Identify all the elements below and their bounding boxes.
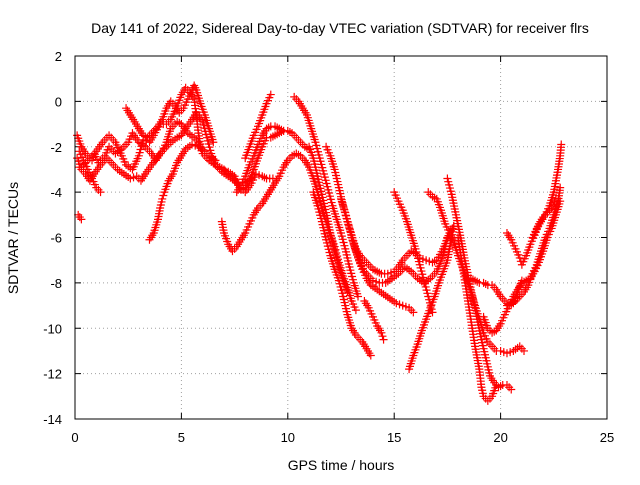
data-point (551, 194, 560, 203)
data-point (556, 183, 565, 192)
y-tick-label: -4 (50, 185, 62, 200)
y-tick-label: 0 (55, 94, 62, 109)
data-point (343, 287, 352, 296)
series-11 (217, 149, 360, 315)
y-tick-label: -14 (43, 412, 62, 427)
data-point (158, 194, 167, 203)
series-6 (122, 81, 218, 147)
y-tick-label: -8 (50, 276, 62, 291)
data-point (515, 253, 524, 262)
data-point (490, 327, 499, 336)
series-10 (241, 90, 275, 163)
x-tick-label: 20 (493, 430, 507, 445)
x-tick-label: 5 (178, 430, 185, 445)
series-9 (232, 122, 288, 197)
data-point (520, 346, 529, 355)
series-26 (502, 183, 565, 310)
series-20 (405, 222, 458, 374)
series-3 (75, 108, 256, 192)
x-axis-label: GPS time / hours (288, 457, 395, 473)
y-axis-label: SDTVAR / TECUs (5, 182, 21, 294)
series-8 (215, 126, 314, 194)
series-5 (74, 210, 86, 224)
data-point (294, 150, 303, 159)
data-point (481, 280, 490, 289)
data-point (378, 332, 387, 341)
data-point (285, 128, 294, 137)
series-22 (443, 174, 516, 394)
points-layer (73, 81, 566, 405)
series-28 (528, 140, 566, 242)
series-17 (347, 233, 452, 287)
data-point (211, 156, 220, 165)
x-tick-label: 15 (387, 430, 401, 445)
data-point (379, 335, 388, 344)
data-point (351, 306, 360, 315)
x-tick-label: 10 (281, 430, 295, 445)
y-tick-label: -10 (43, 321, 62, 336)
tick-layer: 0 5 10 15 20 25 -14 -12 -10 -8 -6 -4 -2 0 2 (43, 49, 614, 445)
data-point (557, 140, 566, 149)
y-tick-label: -6 (50, 231, 62, 246)
data-point (159, 191, 168, 200)
x-tick-label: 0 (71, 430, 78, 445)
series-14 (309, 188, 375, 360)
data-point (366, 351, 375, 360)
data-point (96, 188, 105, 197)
series-13 (305, 142, 352, 296)
data-point (264, 123, 273, 132)
x-tick-label: 25 (600, 430, 614, 445)
plot-frame (74, 55, 608, 420)
data-point (492, 380, 501, 389)
data-point (507, 385, 516, 394)
data-point (77, 215, 86, 224)
series-19 (390, 188, 437, 317)
data-point (354, 292, 363, 301)
data-point (377, 328, 386, 337)
data-point (209, 138, 218, 147)
data-point (239, 184, 248, 193)
y-tick-label: -2 (50, 140, 62, 155)
data-point (279, 126, 288, 135)
data-point (409, 308, 418, 317)
series-23 (454, 233, 501, 405)
data-point (175, 118, 184, 127)
series-4 (75, 147, 105, 197)
series-7 (145, 140, 220, 244)
chart-title: Day 141 of 2022, Sidereal Day-to-day VTE… (91, 20, 589, 36)
y-tick-label: -12 (43, 367, 62, 382)
y-tick-label: 2 (55, 49, 62, 64)
series-18 (360, 297, 388, 344)
data-point (496, 382, 505, 391)
series-12 (290, 92, 363, 301)
data-point (266, 90, 275, 99)
